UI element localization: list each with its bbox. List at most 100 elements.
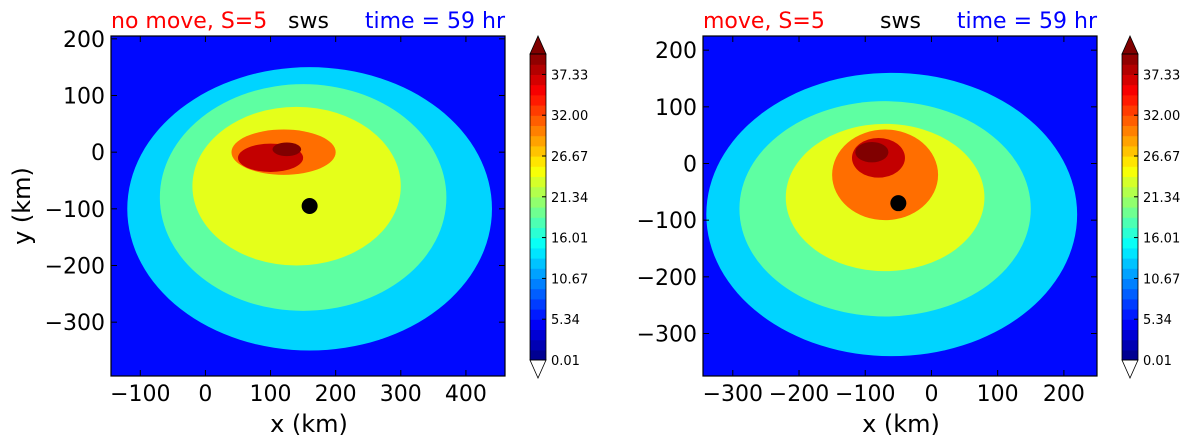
colorbar-frame — [1121, 53, 1139, 361]
colorbar-segment — [1122, 207, 1138, 218]
y-tick-label: −300 — [637, 323, 697, 348]
y-tick-label: 0 — [683, 153, 697, 178]
colorbar-segment — [530, 288, 546, 300]
colorbar-segment — [1122, 135, 1138, 147]
panel-1-colorbar: 0.01 5.34 10.67 16.01 21.34 26.67 32.00 37.33 — [529, 35, 588, 379]
panel-1: no move, S=5 sws time = 59 hr −100 0 100 20… — [8, 9, 588, 438]
colorbar-segment — [1122, 186, 1138, 198]
x-tick-label: 200 — [1043, 382, 1085, 407]
colorbar-segment — [530, 135, 546, 147]
colorbar-segment — [530, 268, 546, 279]
y-tick-label: 0 — [91, 141, 105, 166]
colorbar-segment — [530, 115, 546, 126]
colorbar-segment — [530, 94, 546, 106]
x-tick-label: 100 — [977, 382, 1019, 407]
colorbar-segment — [530, 217, 546, 228]
colorbar-segment — [1122, 329, 1138, 341]
colorbar-segment — [1122, 125, 1138, 137]
colorbar-segment — [530, 156, 546, 167]
colorbar-segment — [530, 84, 546, 96]
colorbar-segment — [1122, 54, 1138, 65]
colorbar-segment — [1122, 94, 1138, 106]
plot-frame — [702, 35, 1098, 377]
y-tick-label: −100 — [637, 209, 697, 234]
colorbar-segment — [1122, 115, 1138, 126]
colorbar-segment — [530, 196, 546, 208]
panel-1-ticks: −100 0 100 200 300 400 200 100 0 −100 −200 −300 — [45, 28, 505, 407]
x-tick-label: 0 — [198, 382, 212, 407]
colorbar-tick-label: 32.00 — [1143, 109, 1180, 124]
colorbar-segment — [1122, 84, 1138, 96]
colorbar-segment — [1122, 349, 1138, 361]
colorbar-segment — [530, 74, 546, 86]
colorbar-tick-label: 26.67 — [1143, 150, 1180, 165]
plot-frame — [110, 35, 506, 377]
colorbar-tick-label: 5.34 — [1143, 313, 1172, 328]
colorbar-frame — [529, 53, 547, 361]
colorbar-segment — [1122, 74, 1138, 86]
y-tick-label: 100 — [655, 96, 697, 121]
panel-2-plot-area — [702, 35, 1098, 377]
panel-1-title-right: time = 59 hr — [365, 9, 506, 34]
colorbar-segment — [1122, 176, 1138, 188]
colorbar-tick-label: 21.34 — [1143, 191, 1180, 206]
colorbar-segment — [530, 166, 546, 177]
storm-center-marker — [301, 198, 318, 214]
colorbar-segment — [530, 227, 546, 239]
colorbar-segment — [530, 258, 546, 269]
colorbar-segment — [530, 319, 546, 330]
x-tick-label: 100 — [250, 382, 292, 407]
colorbar-tick-label: 21.34 — [551, 191, 588, 206]
x-tick-label: 0 — [924, 382, 938, 407]
colorbar-extend-min — [1121, 359, 1139, 379]
colorbar-segment — [530, 186, 546, 198]
panel-2-xlabel: x (km) — [862, 410, 940, 438]
y-tick-label: 100 — [63, 85, 105, 110]
colorbar-segment — [1122, 64, 1138, 75]
colorbar-segment — [530, 176, 546, 188]
colorbar-extend-max — [1121, 35, 1139, 55]
colorbar-segment — [1122, 156, 1138, 167]
colorbar-segment — [530, 145, 546, 157]
colorbar-tick-label: 26.67 — [551, 150, 588, 165]
colorbar-segment — [530, 309, 546, 320]
colorbar-segment — [1122, 196, 1138, 208]
colorbar-segment — [530, 329, 546, 341]
colorbar-segment — [530, 125, 546, 137]
colorbar-segment — [1122, 227, 1138, 239]
colorbar-segment — [1122, 258, 1138, 269]
x-tick-label: −100 — [835, 382, 895, 407]
panel-2: move, S=5 sws time = 59 hr −300 −200 −100 0… — [637, 9, 1181, 438]
colorbar-segment — [1122, 145, 1138, 157]
colorbar-segment — [1122, 288, 1138, 300]
colorbar-segment — [530, 339, 546, 351]
colorbar-segment — [1122, 309, 1138, 320]
colorbar-segment — [1122, 217, 1138, 228]
colorbar-tick-label: 37.33 — [551, 68, 588, 83]
panel-2-title-right: time = 59 hr — [957, 9, 1098, 34]
colorbar-segment — [530, 278, 546, 290]
colorbar-segment — [530, 207, 546, 218]
colorbar-tick-label: 0.01 — [551, 354, 580, 369]
colorbar-tick-label: 10.67 — [551, 272, 588, 287]
y-tick-label: −200 — [45, 255, 105, 280]
x-tick-label: 200 — [315, 382, 357, 407]
contour-region — [855, 141, 889, 163]
y-tick-label: 200 — [63, 28, 105, 53]
y-tick-label: −200 — [637, 266, 697, 291]
colorbar-segment — [1122, 298, 1138, 310]
colorbar-segment — [1122, 237, 1138, 249]
colorbar-tick-label: 0.01 — [1143, 354, 1172, 369]
x-tick-label: 300 — [380, 382, 422, 407]
x-tick-label: −200 — [769, 382, 829, 407]
panel-2-title-center: sws — [880, 9, 921, 34]
colorbar-segment — [1122, 247, 1138, 259]
colorbar-segment — [530, 54, 546, 65]
panel-1-title-left: no move, S=5 — [111, 9, 267, 34]
panel-2-title-left: move, S=5 — [703, 9, 825, 34]
colorbar-segment — [530, 298, 546, 310]
colorbar-tick-label: 10.67 — [1143, 272, 1180, 287]
colorbar-segment — [1122, 339, 1138, 351]
